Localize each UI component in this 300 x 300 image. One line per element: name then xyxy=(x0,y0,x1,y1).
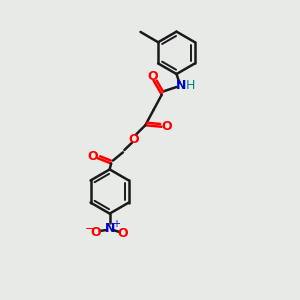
Text: H: H xyxy=(186,79,195,92)
Text: +: + xyxy=(112,219,120,229)
Text: O: O xyxy=(161,120,172,133)
Text: O: O xyxy=(128,133,139,146)
Text: O: O xyxy=(147,70,158,83)
Text: N: N xyxy=(104,222,115,235)
Text: O: O xyxy=(90,226,101,239)
Text: O: O xyxy=(88,150,98,163)
Text: −: − xyxy=(84,224,94,234)
Text: O: O xyxy=(117,227,128,240)
Text: N: N xyxy=(176,79,186,92)
